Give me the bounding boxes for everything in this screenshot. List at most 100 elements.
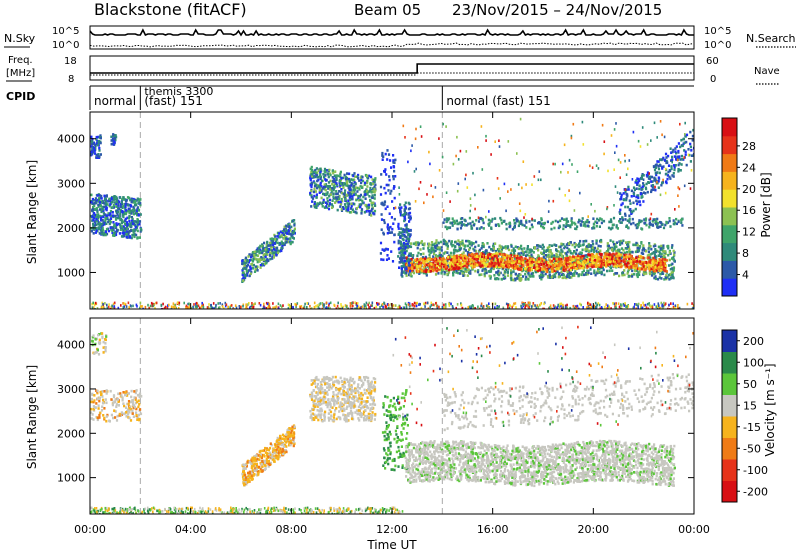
echo-cell <box>286 237 289 241</box>
echo-cell <box>419 271 422 274</box>
echo-cell <box>318 174 322 177</box>
echo-cell <box>596 271 599 275</box>
echo-cell <box>411 267 414 270</box>
echo-cell <box>339 182 342 186</box>
echo-cell <box>557 264 560 267</box>
echo-cell <box>105 194 108 197</box>
echo-cell <box>540 261 543 264</box>
echo-cell <box>406 266 410 270</box>
echo-cell <box>380 213 383 216</box>
echo-cell <box>534 270 538 274</box>
echo-cell <box>249 267 253 270</box>
echo-cell <box>579 244 582 247</box>
echo-cell <box>398 247 401 250</box>
echo-cell <box>672 219 675 222</box>
echo-cell <box>427 246 430 250</box>
echo-cell <box>584 248 587 251</box>
echo-cell <box>631 269 634 273</box>
echo-cell <box>593 271 596 275</box>
echo-cell <box>654 218 657 222</box>
echo-cell <box>567 248 570 251</box>
echo-cell <box>371 194 374 197</box>
echo-cell <box>313 201 316 204</box>
nsky-trace <box>89 28 694 37</box>
echo-cell <box>392 154 395 157</box>
echo-cell <box>524 259 527 262</box>
echo-cell <box>486 242 489 245</box>
echo-cell <box>281 242 285 245</box>
echo-cell <box>633 243 636 247</box>
echo-cell <box>103 198 106 202</box>
echo-cell <box>364 197 367 200</box>
echo-cell <box>586 269 589 273</box>
echo-cell <box>412 261 415 265</box>
echo-cell <box>414 262 417 266</box>
echo-cell <box>536 247 539 250</box>
echo-cell <box>595 224 598 228</box>
echo-cell <box>639 245 642 248</box>
echo-cell <box>335 174 338 177</box>
echo-cell <box>673 221 677 224</box>
echo-cell <box>114 225 117 228</box>
echo-cell <box>343 194 346 197</box>
echo-cell <box>501 263 504 266</box>
echo-cell <box>458 265 461 268</box>
echo-cell <box>621 271 624 275</box>
echo-cell <box>122 196 125 199</box>
echo-cell <box>407 261 410 265</box>
echo-cell <box>602 261 605 265</box>
echo-cell <box>495 252 498 255</box>
echo-cell <box>98 198 101 202</box>
echo-cell <box>383 221 386 225</box>
echo-cell <box>345 175 348 179</box>
echo-cell <box>134 223 137 227</box>
echo-cell <box>522 251 525 254</box>
echo-cell <box>473 249 476 252</box>
echo-cell <box>438 266 441 270</box>
echo-cell <box>500 221 503 225</box>
echo-cell <box>626 261 629 265</box>
echo-cell <box>264 248 267 251</box>
echo-cell <box>478 257 481 261</box>
echo-cell <box>652 244 655 248</box>
echo-cell <box>529 250 532 254</box>
echo-cell <box>437 254 440 258</box>
echo-cell <box>110 139 113 142</box>
echo-cell <box>291 231 294 234</box>
echo-cell <box>642 252 645 255</box>
echo-cell <box>517 224 520 228</box>
echo-cell <box>558 262 561 266</box>
echo-cell <box>95 135 98 139</box>
echo-cell <box>276 241 279 245</box>
echo-cell <box>101 226 104 230</box>
echo-cell <box>393 240 396 244</box>
echo-cell <box>475 219 478 222</box>
echo-cell <box>569 241 572 244</box>
echo-cell <box>437 272 440 275</box>
echo-cell <box>358 179 361 182</box>
echo-cell <box>597 244 600 248</box>
echo-cell <box>524 257 527 260</box>
echo-cell <box>595 239 598 242</box>
echo-cell <box>119 209 122 213</box>
echo-cell <box>390 189 393 193</box>
echo-cell <box>115 211 118 214</box>
echo-cell <box>393 169 396 173</box>
echo-cell <box>505 222 508 226</box>
echo-cell <box>102 215 105 219</box>
echo-cell <box>422 268 425 271</box>
echo-cell <box>628 255 631 258</box>
echo-cell <box>479 260 482 263</box>
echo-cell <box>414 258 417 262</box>
echo-cell <box>128 229 131 233</box>
echo-cell <box>665 270 668 273</box>
echo-cell <box>315 167 318 170</box>
echo-cell <box>615 224 618 227</box>
echo-cell <box>97 197 101 200</box>
echo-cell <box>489 253 492 256</box>
echo-cell <box>403 251 406 255</box>
echo-cell <box>398 266 401 269</box>
echo-cell <box>449 251 452 255</box>
echo-cell <box>309 183 312 187</box>
cpid-segment-text: normal <box>94 94 136 108</box>
